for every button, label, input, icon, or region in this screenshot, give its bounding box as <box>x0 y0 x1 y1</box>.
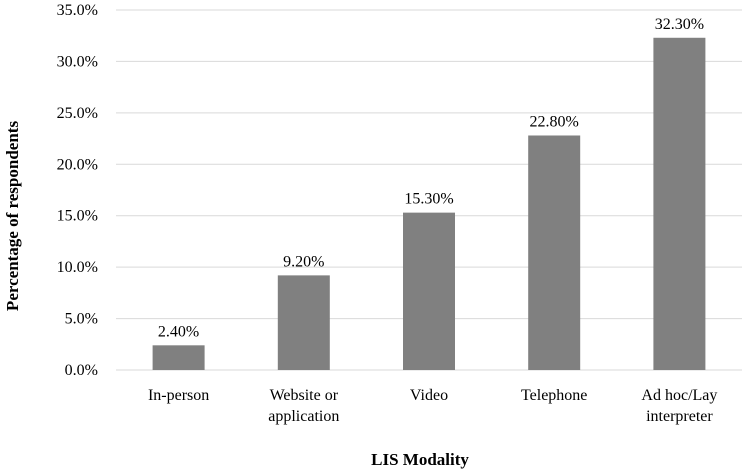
y-tick-label: 30.0% <box>57 53 98 70</box>
y-tick-label: 20.0% <box>57 156 98 173</box>
y-tick-label: 0.0% <box>65 362 98 379</box>
x-category-label: Telephone <box>521 387 587 404</box>
x-category-label: application <box>268 408 339 425</box>
y-tick-label: 5.0% <box>65 311 98 328</box>
x-axis-category-labels: In-person Website or application Video Telep… <box>148 387 717 425</box>
data-labels: 2.40% 9.20% 15.30% 22.80% 32.30% <box>158 16 704 341</box>
x-category-label: Website or <box>270 387 339 404</box>
y-tick-label: 10.0% <box>57 259 98 276</box>
x-category-label: Video <box>410 387 448 404</box>
bar <box>528 135 581 370</box>
x-category-label: interpreter <box>646 408 713 425</box>
x-category-label: Ad hoc/Lay <box>641 387 717 404</box>
data-label: 32.30% <box>655 16 704 33</box>
y-axis-tick-labels: 0.0% 5.0% 10.0% 15.0% 20.0% 25.0% 30.0% 35.0% <box>57 2 98 379</box>
y-axis-title: Percentage of respondents <box>3 121 22 312</box>
x-axis-title: LIS Modality <box>371 450 469 469</box>
data-label: 2.40% <box>158 323 199 340</box>
bars <box>152 37 706 371</box>
bar <box>152 345 205 370</box>
x-category-label: In-person <box>148 387 209 404</box>
y-tick-label: 15.0% <box>57 208 98 225</box>
bar <box>277 275 330 370</box>
bar <box>653 37 706 371</box>
data-label: 15.30% <box>404 191 453 208</box>
y-tick-label: 35.0% <box>57 2 98 19</box>
y-tick-label: 25.0% <box>57 105 98 122</box>
bar <box>403 212 455 370</box>
data-label: 22.80% <box>530 113 579 130</box>
data-label: 9.20% <box>283 253 324 270</box>
